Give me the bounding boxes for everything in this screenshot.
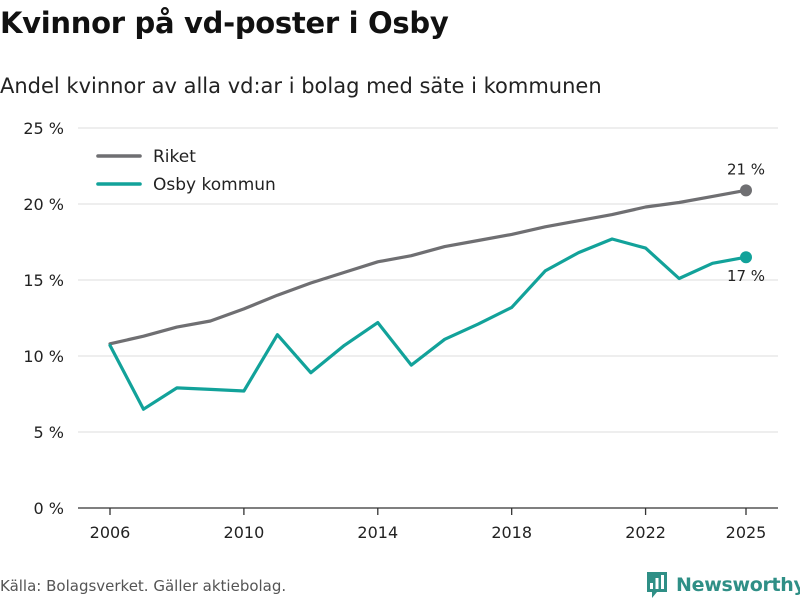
x-tick-label: 2018 — [491, 523, 532, 542]
series-end-point — [740, 184, 752, 197]
x-tick-label: 2006 — [90, 523, 131, 542]
brand-name: Newsworthy — [676, 574, 800, 596]
y-tick-label: 15 % — [23, 271, 64, 290]
series-end-label: 17 % — [727, 267, 765, 285]
y-tick-label: 20 % — [23, 195, 64, 214]
x-tick-label: 2025 — [726, 523, 767, 542]
x-axis: 2006 2010 2014 2018 2022 2025 — [78, 507, 778, 542]
y-tick-label: 25 % — [23, 119, 64, 138]
chart-title: Kvinnor på vd-poster i Osby — [0, 6, 449, 40]
brand-logo: Newsworthy — [645, 570, 800, 600]
newsworthy-logo-icon — [647, 572, 667, 598]
legend: Riket Osby kommun — [96, 147, 276, 195]
y-tick-label: 5 % — [34, 423, 64, 442]
series-line-riket — [108, 188, 748, 346]
series-line-osby-kommun — [108, 237, 748, 411]
x-tick-label: 2022 — [625, 523, 666, 542]
source-note: Källa: Bolagsverket. Gäller aktiebolag. — [0, 577, 287, 595]
legend-label: Riket — [153, 147, 196, 167]
line-chart: 0 %5 %10 %15 %20 %25 % 2006 2010 2014 2018 2… — [23, 119, 778, 542]
series-end-label: 21 % — [727, 160, 765, 178]
chart-subtitle: Andel kvinnor av alla vd:ar i bolag med … — [0, 74, 602, 98]
y-axis: 0 % 5 % 10 % 15 % 20 % 25 % — [23, 119, 64, 518]
x-tick-label: 2014 — [357, 523, 398, 542]
legend-label: Osby kommun — [153, 175, 276, 195]
y-tick-label: 0 % — [34, 499, 64, 518]
series-end-point — [740, 251, 752, 264]
grid-lines — [78, 127, 778, 433]
y-tick-label: 10 % — [23, 347, 64, 366]
series-lines: 21 % 17 % — [108, 160, 765, 411]
x-tick-label: 2010 — [224, 523, 265, 542]
